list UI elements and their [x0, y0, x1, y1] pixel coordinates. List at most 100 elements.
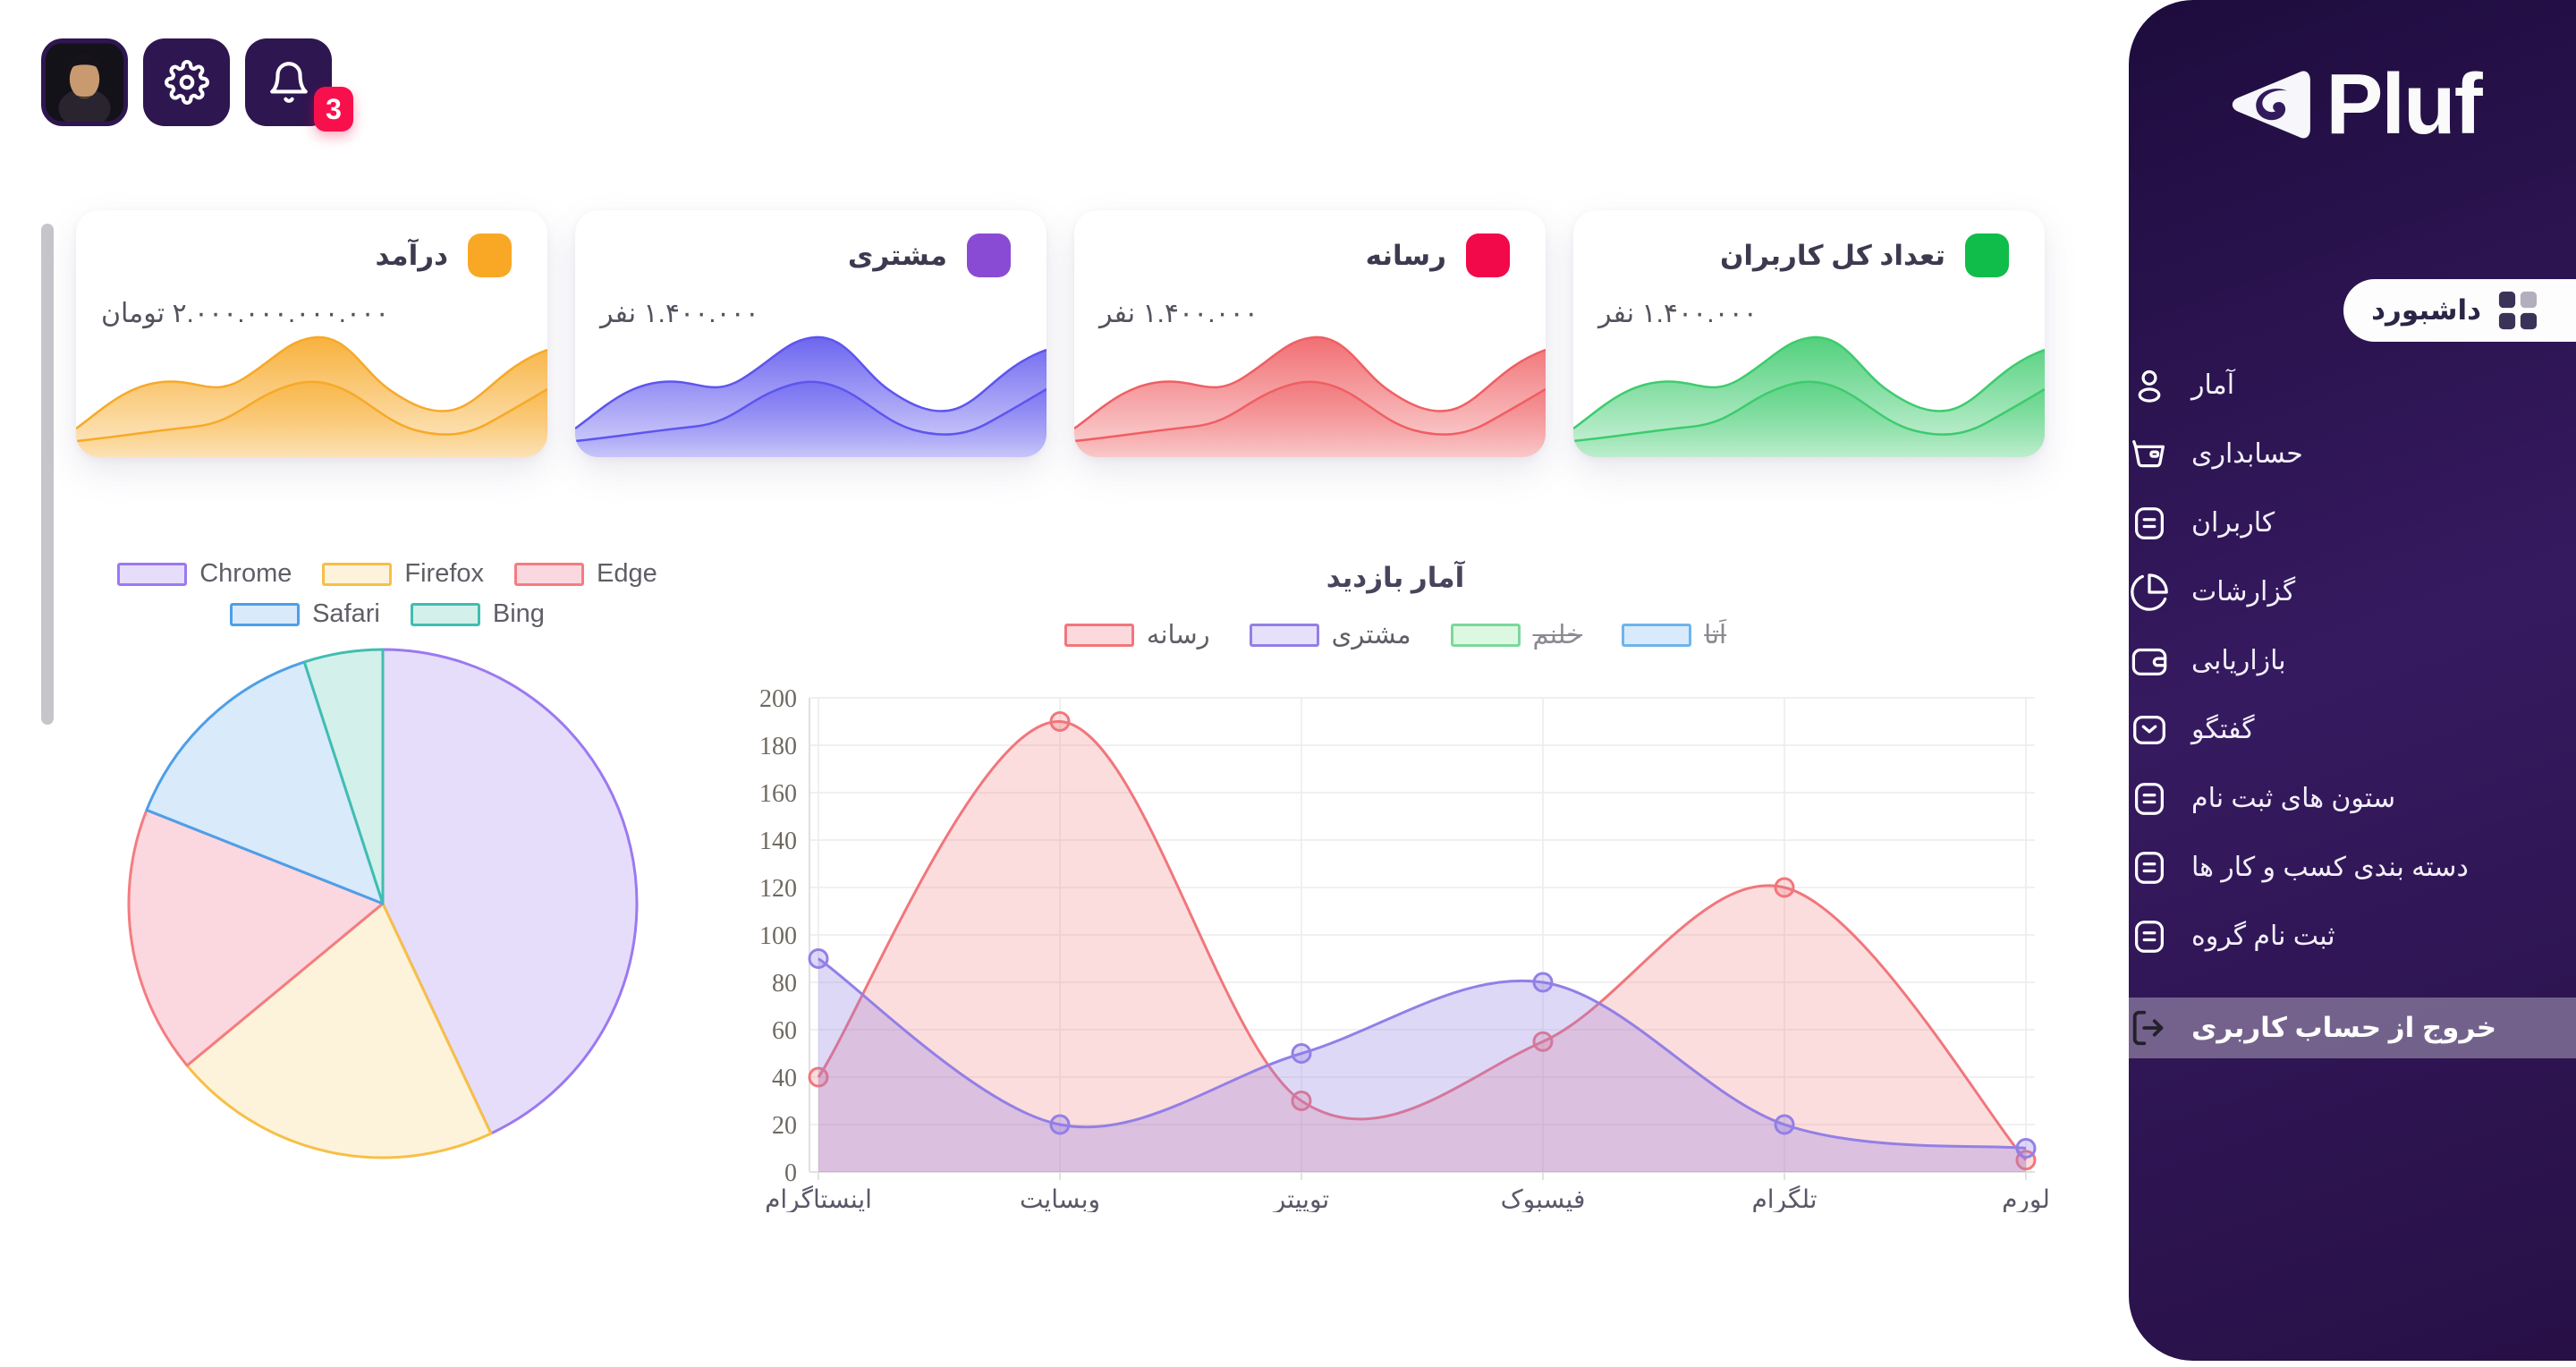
line-legend-series-0[interactable]: رسانه — [1063, 619, 1210, 650]
sidebar-item-stats[interactable]: آمار — [2129, 351, 2576, 420]
total-users-accent-icon — [1965, 233, 2009, 277]
data-point-series0-4[interactable] — [1774, 877, 1795, 898]
sidebar-item-accounting[interactable]: حسابداری — [2129, 420, 2576, 488]
line-legend-series-2[interactable]: خلنم — [1450, 619, 1582, 650]
legend-label: Edge — [597, 559, 657, 588]
legend-swatch — [322, 562, 393, 586]
legend-label: مشتری — [1331, 621, 1411, 650]
sidebar-item-dashboard-active[interactable]: داشبورد — [2343, 279, 2576, 342]
pie-legend-firefox[interactable]: Firefox — [322, 559, 484, 589]
legend-swatch — [230, 602, 301, 626]
user-icon — [2129, 365, 2170, 406]
active-item-label: داشبورد — [2371, 294, 2481, 326]
card-header: رسانه — [1074, 233, 1546, 277]
card-title: مشتری — [847, 239, 947, 271]
sidebar-item-reports[interactable]: گزارشات — [2129, 557, 2576, 626]
card-header: مشتری — [575, 233, 1046, 277]
brand-logo[interactable]: Pluf — [2129, 55, 2576, 154]
svg-text:60: 60 — [772, 1017, 797, 1045]
card-value: ۱.۴۰۰.۰۰۰ نفر — [1099, 299, 1258, 328]
notifications-button[interactable]: 3 — [245, 38, 353, 132]
legend-label: Safari — [312, 599, 380, 628]
stat-card-media: رسانه ۱.۴۰۰.۰۰۰ نفر — [1074, 210, 1546, 457]
pie-slice-bing[interactable] — [302, 648, 385, 905]
pie-legend-chrome[interactable]: Chrome — [117, 559, 292, 589]
pluf-logo-icon — [2233, 71, 2311, 139]
settings-button[interactable] — [143, 38, 230, 126]
card-title: درآمد — [375, 239, 448, 271]
legend-swatch — [410, 602, 480, 626]
svg-text:40: 40 — [772, 1065, 797, 1092]
logout-button[interactable]: خروج از حساب کاربری — [2129, 998, 2576, 1058]
sidebar-item-chat[interactable]: گفتگو — [2129, 695, 2576, 764]
svg-text:20: 20 — [772, 1112, 797, 1140]
pie-slice-firefox[interactable] — [185, 902, 493, 1159]
media-accent-icon — [1466, 233, 1510, 277]
bell-icon — [269, 62, 308, 103]
list-icon — [2129, 847, 2170, 888]
topbar: 3 — [41, 38, 353, 132]
legend-swatch — [1622, 623, 1692, 647]
cart-icon — [2129, 434, 2170, 475]
card-title: تعداد کل کاربران — [1719, 239, 1945, 271]
pie-legend-safari[interactable]: Safari — [230, 599, 380, 629]
avatar-photo — [46, 43, 123, 122]
data-point-series0-3[interactable] — [1532, 1031, 1554, 1052]
sidebar-item-marketing[interactable]: بازاریابی — [2129, 626, 2576, 695]
svg-text:140: 140 — [759, 828, 797, 855]
area-sparkline — [1074, 335, 1546, 457]
pie-slice-edge[interactable] — [127, 808, 385, 1067]
svg-text:تلگرام: تلگرام — [1751, 1184, 1817, 1212]
legend-swatch — [1450, 623, 1521, 647]
pie-legend-edge[interactable]: Edge — [514, 559, 657, 589]
svg-text:80: 80 — [772, 970, 797, 998]
sidebar-item-signup-columns[interactable]: ستون های ثبت نام — [2129, 764, 2576, 833]
card-title: رسانه — [1365, 239, 1446, 271]
svg-text:120: 120 — [759, 875, 797, 903]
sidebar-item-group-signup[interactable]: ثبت نام گروه — [2129, 902, 2576, 971]
revenue-accent-icon — [468, 233, 512, 277]
sidebar-item-users[interactable]: کاربران — [2129, 488, 2576, 557]
svg-text:160: 160 — [759, 780, 797, 808]
line-legend-series-1[interactable]: مشتری — [1249, 619, 1411, 650]
legend-label: Chrome — [199, 559, 292, 588]
list-icon — [2129, 916, 2170, 957]
svg-text:لورم: لورم — [2002, 1185, 2048, 1212]
legend-swatch — [117, 562, 188, 586]
sidebar-item-business-categories[interactable]: دسته بندی کسب و کار ها — [2129, 833, 2576, 902]
svg-text:توییتر: توییتر — [1272, 1185, 1329, 1212]
card-value: ۲.۰۰۰.۰۰۰.۰۰۰.۰۰۰ تومان — [101, 299, 390, 328]
brand-name: Pluf — [2326, 56, 2482, 152]
legend-swatch — [1063, 623, 1134, 647]
data-point-series0-1[interactable] — [1049, 711, 1071, 732]
data-point-series0-0[interactable] — [808, 1066, 829, 1088]
line-chart-legend: رسانه مشتری خلنم اَتا — [742, 619, 2048, 650]
data-point-series0-2[interactable] — [1291, 1091, 1312, 1111]
data-point-series1-3[interactable] — [1532, 972, 1554, 993]
pie-legend-bing[interactable]: Bing — [410, 599, 545, 629]
area-sparkline — [76, 335, 547, 457]
legend-label: رسانه — [1146, 621, 1210, 650]
list-icon — [2129, 778, 2170, 819]
pie-chart-legend: Chrome Firefox Edge Safari Bing — [117, 559, 657, 629]
svg-text:180: 180 — [759, 733, 797, 760]
data-point-series1-4[interactable] — [1774, 1114, 1795, 1135]
data-point-series1-0[interactable] — [808, 948, 829, 969]
logout-icon — [2132, 1010, 2164, 1046]
pie-slice-chrome[interactable] — [381, 648, 639, 1135]
line-legend-series-3[interactable]: اَتا — [1622, 619, 1726, 650]
user-avatar[interactable] — [41, 38, 128, 126]
wallet-icon — [2129, 641, 2170, 682]
browsers-pie-chart — [127, 648, 639, 1159]
customers-accent-icon — [967, 233, 1011, 277]
legend-label: Firefox — [404, 559, 485, 588]
data-point-series1-5[interactable] — [2015, 1138, 2037, 1159]
data-point-series1-1[interactable] — [1049, 1114, 1071, 1135]
svg-text:وبسایت: وبسایت — [1020, 1185, 1100, 1212]
area-sparkline — [575, 335, 1046, 457]
data-point-series1-2[interactable] — [1291, 1043, 1312, 1064]
scrollbar-thumb[interactable] — [41, 224, 54, 725]
mail-icon — [2129, 709, 2170, 751]
list-icon — [2129, 503, 2170, 544]
